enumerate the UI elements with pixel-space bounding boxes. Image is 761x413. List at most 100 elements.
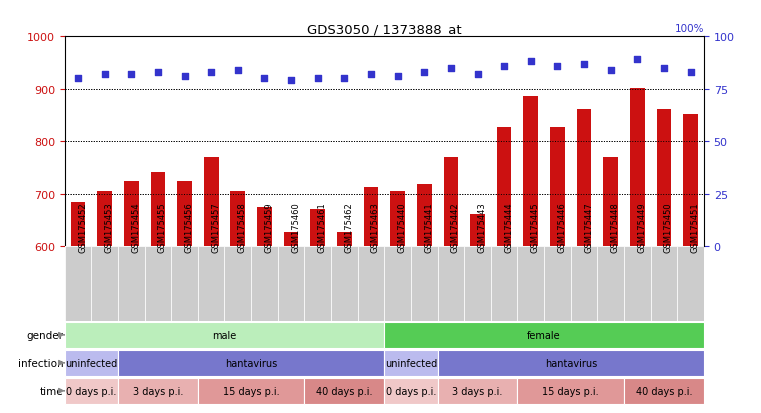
Bar	[331, 247, 358, 321]
Text: 15 days p.i.: 15 days p.i.	[223, 386, 279, 396]
Bar	[577, 109, 591, 247]
Bar	[470, 214, 485, 247]
Bar	[384, 247, 411, 321]
Point	[551, 63, 563, 70]
Bar	[438, 350, 704, 376]
Text: 15 days p.i.: 15 days p.i.	[543, 386, 599, 396]
Point	[578, 61, 590, 68]
Text: time: time	[40, 386, 63, 396]
Point	[125, 71, 137, 78]
Bar	[118, 247, 145, 321]
Point	[151, 69, 164, 76]
Bar	[497, 127, 511, 247]
Bar	[517, 378, 624, 404]
Text: GSM175440: GSM175440	[397, 202, 406, 252]
Point	[285, 78, 297, 84]
Bar	[491, 247, 517, 321]
Point	[312, 76, 324, 82]
Point	[604, 67, 616, 74]
Point	[98, 71, 111, 78]
Bar	[118, 350, 384, 376]
Text: 40 days p.i.: 40 days p.i.	[635, 386, 693, 396]
Point	[419, 69, 431, 76]
Text: female: female	[527, 330, 561, 340]
Text: GSM175443: GSM175443	[478, 202, 486, 252]
Text: uninfected: uninfected	[65, 358, 117, 368]
Bar	[224, 247, 251, 321]
Bar	[97, 191, 112, 247]
Bar	[411, 247, 438, 321]
Bar	[384, 322, 704, 348]
Text: GSM175449: GSM175449	[637, 202, 646, 252]
Bar	[71, 202, 85, 247]
Text: GSM175447: GSM175447	[584, 202, 593, 252]
Bar	[624, 247, 651, 321]
Point	[444, 65, 457, 72]
Text: GSM175458: GSM175458	[237, 202, 247, 252]
Bar	[444, 158, 458, 247]
Bar	[65, 322, 384, 348]
Point	[231, 67, 244, 74]
Text: male: male	[212, 330, 237, 340]
Bar	[384, 350, 438, 376]
Text: GSM175450: GSM175450	[664, 202, 673, 252]
Text: GSM175453: GSM175453	[104, 202, 113, 252]
Point	[658, 65, 670, 72]
Point	[338, 76, 350, 82]
Text: GSM175451: GSM175451	[690, 202, 699, 252]
Bar	[438, 247, 464, 321]
Bar	[358, 247, 384, 321]
Bar	[257, 208, 272, 247]
Bar	[124, 182, 139, 247]
Bar	[683, 115, 698, 247]
Text: hantavirus: hantavirus	[225, 358, 277, 368]
Bar	[65, 350, 118, 376]
Bar	[171, 247, 198, 321]
Text: uninfected: uninfected	[385, 358, 437, 368]
Bar	[310, 209, 325, 247]
Point	[498, 63, 510, 70]
Text: 3 days p.i.: 3 days p.i.	[132, 386, 183, 396]
Bar	[464, 247, 491, 321]
Bar	[204, 158, 218, 247]
Point	[684, 69, 696, 76]
Text: GSM175441: GSM175441	[425, 202, 433, 252]
Bar	[603, 158, 618, 247]
Bar	[118, 378, 198, 404]
Text: GSM175448: GSM175448	[610, 202, 619, 252]
Point	[205, 69, 218, 76]
Text: 3 days p.i.: 3 days p.i.	[452, 386, 503, 396]
Bar	[438, 378, 517, 404]
Bar	[231, 192, 245, 247]
Bar	[364, 188, 378, 247]
Text: GSM175444: GSM175444	[504, 202, 513, 252]
Bar	[390, 191, 405, 247]
Point	[471, 71, 484, 78]
Text: 40 days p.i.: 40 days p.i.	[316, 386, 373, 396]
Text: 0 days p.i.: 0 days p.i.	[386, 386, 436, 396]
Bar	[417, 185, 431, 247]
Bar	[278, 247, 304, 321]
Text: gender: gender	[27, 330, 63, 340]
Bar	[65, 247, 91, 321]
Text: GSM175461: GSM175461	[318, 202, 326, 252]
Bar	[65, 378, 118, 404]
Point	[178, 74, 190, 80]
Bar	[550, 127, 565, 247]
Text: infection: infection	[18, 358, 63, 368]
Title: GDS3050 / 1373888_at: GDS3050 / 1373888_at	[307, 23, 462, 36]
Text: hantavirus: hantavirus	[545, 358, 597, 368]
Bar	[597, 247, 624, 321]
Bar	[198, 247, 224, 321]
Bar	[651, 247, 677, 321]
Point	[391, 74, 403, 80]
Bar	[630, 88, 645, 247]
Text: GSM175446: GSM175446	[557, 202, 566, 252]
Text: GSM175455: GSM175455	[158, 202, 167, 252]
Bar	[624, 378, 704, 404]
Text: GSM175457: GSM175457	[211, 202, 220, 252]
Text: GSM175456: GSM175456	[184, 202, 193, 252]
Text: GSM175462: GSM175462	[344, 202, 353, 252]
Text: GSM175463: GSM175463	[371, 202, 380, 252]
Bar	[91, 247, 118, 321]
